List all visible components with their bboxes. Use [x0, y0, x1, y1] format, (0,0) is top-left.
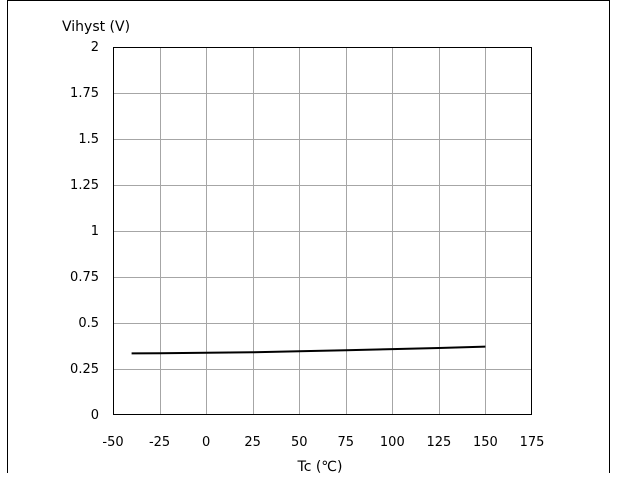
axes — [113, 47, 532, 415]
x-tick-label: 75 — [338, 435, 355, 450]
y-tick-label: 0.75 — [70, 270, 99, 285]
x-tick-label: -25 — [149, 435, 170, 450]
y-axis-label: Vihyst (V) — [62, 19, 130, 35]
series-line — [131, 345, 486, 355]
y-tick-label: 0 — [91, 408, 99, 423]
x-axis-label: Tc (℃) — [297, 459, 343, 473]
x-tick-label: 125 — [426, 435, 451, 450]
x-tick-label: 0 — [202, 435, 210, 450]
y-tick-label: 0.5 — [78, 316, 99, 331]
x-tick-label: 50 — [291, 435, 308, 450]
grid — [113, 47, 532, 415]
y-tick-label: 2 — [91, 40, 99, 55]
x-tick-label: 150 — [473, 435, 498, 450]
y-tick-label: 1.5 — [78, 132, 99, 147]
x-tick-label: 25 — [244, 435, 261, 450]
x-tick-label: 100 — [380, 435, 405, 450]
tick-labels: -50 -25 0 25 50 75 100 125 150 175 0 0.25 0.5 0.75 1 1.… — [70, 40, 544, 450]
x-tick-label: 175 — [520, 435, 545, 450]
x-tick-label: -50 — [102, 435, 123, 450]
y-tick-label: 1 — [91, 224, 99, 239]
plot-area-border — [113, 47, 532, 415]
y-tick-label: 1.75 — [70, 86, 99, 101]
y-tick-label: 0.25 — [70, 362, 99, 377]
y-tick-label: 1.25 — [70, 178, 99, 193]
series-group — [131, 345, 486, 355]
